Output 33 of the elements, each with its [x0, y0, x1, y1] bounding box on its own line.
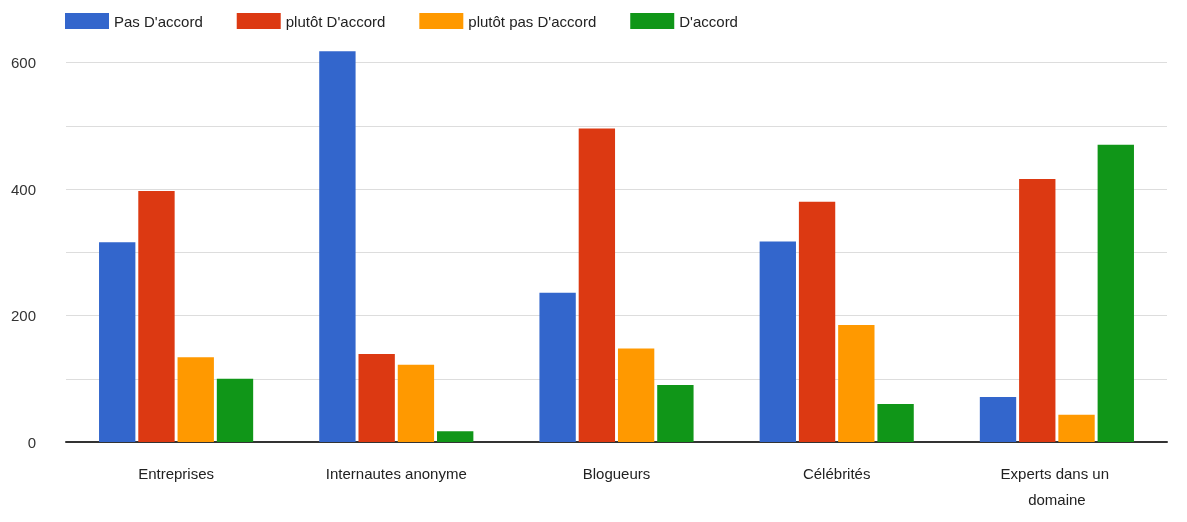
x-tick-label: Internautes anonyme [325, 464, 467, 482]
bar [319, 51, 356, 442]
bar [437, 431, 474, 442]
bar [617, 348, 655, 442]
x-tick-label: Célébrités [802, 464, 871, 482]
bar [99, 242, 136, 442]
y-tick-label: 400 [10, 180, 36, 198]
bar [177, 357, 214, 442]
bar [657, 385, 694, 442]
legend-label: Pas D'accord [114, 12, 203, 30]
y-tick-label: 0 [27, 433, 36, 451]
bar [1058, 414, 1095, 442]
bar [877, 404, 914, 442]
bar [1019, 178, 1056, 442]
legend-label: plutôt D'accord [285, 12, 386, 30]
legend-label: D'accord [679, 12, 738, 30]
legend-label: plutôt pas D'accord [468, 12, 597, 30]
bar [838, 325, 875, 442]
bar [539, 292, 576, 442]
bar [1097, 144, 1134, 442]
bar [578, 128, 616, 442]
x-tick-label: Blogueurs [582, 464, 651, 482]
bar [759, 241, 796, 442]
bar [358, 354, 395, 442]
x-tick-label: Experts dans un domaine [1000, 464, 1114, 508]
bar [216, 378, 254, 442]
y-tick-label: 600 [10, 54, 36, 72]
bar [979, 397, 1017, 442]
bar [397, 364, 435, 442]
bar [798, 201, 836, 442]
bar [138, 190, 175, 442]
x-tick-label: Entreprises [138, 464, 215, 482]
y-tick-label: 200 [10, 307, 36, 325]
